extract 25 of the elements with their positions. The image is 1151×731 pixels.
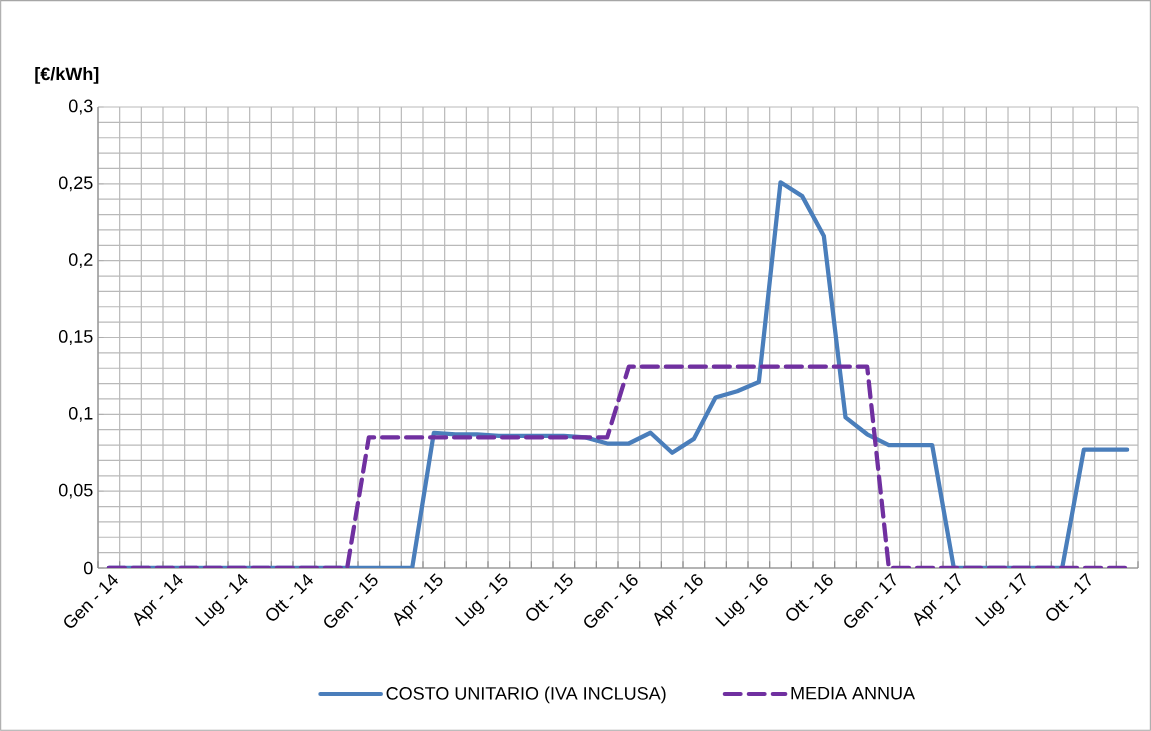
- legend-label: COSTO UNITARIO (IVA INCLUSA): [386, 686, 666, 704]
- x-tick-label: Apr - 14: [134, 573, 183, 627]
- y-tick-label: 0,3: [68, 99, 93, 115]
- legend-label: MEDIA ANNUA: [791, 686, 916, 700]
- x-tick-label: Gen - 15: [324, 573, 378, 628]
- x-tick-label: Gen - 16: [584, 574, 638, 628]
- y-axis-title: [€/kWh]: [35, 67, 99, 84]
- x-tick-label: Lug - 17: [975, 572, 1026, 627]
- y-tick-label: 0,15: [58, 330, 93, 345]
- x-tick-label: Ott - 14: [266, 573, 314, 621]
- x-tick-label: Lug - 16: [715, 574, 768, 627]
- y-tick-label: 0,05: [58, 483, 93, 499]
- x-tick-label: Lug - 15: [455, 573, 508, 627]
- x-tick-label: Lug - 14: [195, 573, 248, 627]
- y-tick-label: 0,1: [68, 406, 93, 422]
- y-tick-label: 0,2: [68, 253, 93, 269]
- y-tick-label: 0,25: [58, 176, 93, 192]
- x-tick-label: Ott - 17: [1046, 572, 1091, 621]
- x-tick-label: Gen - 17: [844, 572, 896, 628]
- y-tick-label: 0: [83, 561, 93, 575]
- x-tick-label: Apr - 17: [914, 572, 961, 627]
- x-tick-label: Ott - 16: [786, 574, 833, 621]
- x-tick-label: Apr - 16: [654, 574, 703, 627]
- x-tick-label: Apr - 15: [394, 573, 443, 627]
- x-tick-label: Ott - 15: [526, 573, 573, 621]
